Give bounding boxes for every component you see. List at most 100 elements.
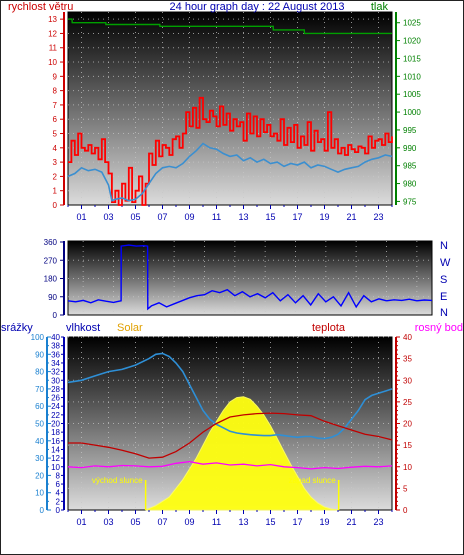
- wind-speed-axis-title: rychlost větru: [8, 1, 73, 13]
- rain-y-tick-label: 100: [31, 333, 45, 342]
- direction-y-tick-label: 270: [44, 256, 58, 265]
- temperature-y-tick-label: 0: [403, 506, 408, 515]
- chart-title: 24 hour graph day : 22 August 2013: [170, 1, 345, 13]
- wind-panel-x-tick-label: 09: [184, 212, 194, 222]
- humidity-y-tick-label: 16: [51, 437, 60, 446]
- wind-y-tick-label: 10: [48, 58, 57, 67]
- wind-panel-x-tick-label: 07: [157, 212, 167, 222]
- humidity-y-tick-label: 32: [51, 368, 60, 377]
- humidity-y-tick-label: 36: [51, 350, 60, 359]
- compass-label: W: [440, 257, 451, 269]
- temperature-y-tick-label: 25: [403, 398, 412, 407]
- humidity-y-tick-label: 40: [51, 333, 60, 342]
- direction-y-tick-label: 180: [44, 275, 58, 284]
- sunset-annotation: západ slunce: [289, 476, 337, 485]
- pressure-y-tick-label: 980: [403, 180, 417, 189]
- humidity-y-tick-label: 0: [56, 506, 61, 515]
- weather-panel-x-tick-label: 07: [157, 517, 167, 527]
- weather-panel-x-tick-label: 11: [212, 517, 221, 527]
- wind-y-tick-label: 7: [53, 101, 58, 110]
- rain-y-tick-label: 90: [35, 350, 44, 359]
- compass-label: E: [440, 291, 447, 303]
- rain-y-tick-label: 30: [35, 454, 44, 463]
- temperature-y-tick-label: 10: [403, 463, 412, 472]
- temperature-y-tick-label: 20: [403, 420, 412, 429]
- sunrise-annotation: východ slunce: [92, 476, 143, 485]
- humidity-y-tick-label: 6: [56, 480, 61, 489]
- wind-panel-x-tick-label: 11: [212, 212, 221, 222]
- humidity-y-tick-label: 28: [51, 385, 60, 394]
- weather-panel-x-tick-label: 15: [265, 517, 275, 527]
- humidity-y-tick-label: 10: [51, 463, 60, 472]
- temperature-series-line: [68, 412, 393, 459]
- solar-label: Solar: [117, 322, 143, 334]
- humidity-y-tick-label: 14: [51, 445, 60, 454]
- humidity-y-tick-label: 2: [56, 497, 61, 506]
- wind-y-tick-label: 6: [53, 115, 58, 124]
- direction-y-tick-label: 90: [48, 293, 57, 302]
- humidity-label: vlhkost: [66, 322, 100, 334]
- weather-panel-x-tick-label: 03: [103, 517, 113, 527]
- wind-y-tick-label: 12: [48, 29, 57, 38]
- direction-y-tick-label: 360: [44, 238, 58, 247]
- humidity-y-tick-label: 24: [51, 402, 60, 411]
- dewpoint-series-line: [67, 460, 393, 470]
- wind-direction-series-line: [67, 244, 433, 311]
- rain-y-tick-label: 50: [35, 420, 44, 429]
- wind-y-tick-label: 9: [53, 72, 58, 81]
- humidity-y-tick-label: 12: [51, 454, 60, 463]
- wind-y-tick-label: 4: [53, 144, 58, 153]
- weather-panel-x-tick-label: 13: [238, 517, 248, 527]
- rain-y-tick-label: 0: [40, 506, 45, 515]
- temperature-y-tick-label: 5: [403, 484, 408, 493]
- weather-panel-x-tick-label: 23: [373, 517, 383, 527]
- wind-panel-x-tick-label: 03: [103, 212, 113, 222]
- compass-label: N: [440, 240, 448, 252]
- weather-panel-x-tick-label: 01: [76, 517, 86, 527]
- temperature-y-tick-label: 30: [403, 376, 412, 385]
- wind-panel-x-tick-label: 21: [346, 212, 356, 222]
- compass-label: S: [440, 274, 447, 286]
- wind-panel-x-tick-label: 01: [76, 212, 86, 222]
- temperature-label: teplota: [312, 322, 346, 334]
- wind-panel-x-tick-label: 15: [265, 212, 275, 222]
- rain-y-tick-label: 60: [35, 402, 44, 411]
- pressure-y-tick-label: 1010: [403, 72, 421, 81]
- rain-y-tick-label: 70: [35, 385, 44, 394]
- wind-panel-x-tick-label: 19: [319, 212, 329, 222]
- temperature-y-tick-label: 40: [403, 333, 412, 342]
- humidity-y-tick-label: 18: [51, 428, 60, 437]
- pressure-y-tick-label: 990: [403, 144, 417, 153]
- humidity-y-tick-label: 30: [51, 376, 60, 385]
- wind-panel-x-tick-label: 13: [238, 212, 248, 222]
- pressure-y-tick-label: 1015: [403, 54, 421, 63]
- pressure-series-line: [68, 18, 392, 35]
- solar-radiation-area: [145, 396, 339, 511]
- direction-panel-border: [67, 240, 433, 316]
- wind-gust-series-line: [68, 96, 393, 206]
- wind-y-tick-label: 0: [53, 201, 58, 210]
- wind-y-tick-label: 5: [53, 130, 58, 139]
- weather-panel-x-tick-label: 05: [130, 517, 140, 527]
- direction-y-tick-label: 0: [53, 311, 58, 320]
- humidity-y-tick-label: 8: [56, 471, 61, 480]
- pressure-y-tick-label: 985: [403, 162, 417, 171]
- weather-panel-x-tick-label: 19: [319, 517, 329, 527]
- rain-y-tick-label: 80: [35, 368, 44, 377]
- compass-label: N: [440, 307, 448, 319]
- wind-y-tick-label: 8: [53, 87, 58, 96]
- temperature-y-tick-label: 15: [403, 441, 412, 450]
- wind-y-tick-label: 1: [53, 187, 58, 196]
- pressure-axis-title: tlak: [371, 1, 389, 13]
- humidity-y-tick-label: 34: [51, 359, 60, 368]
- weather-panel-x-tick-label: 17: [292, 517, 302, 527]
- rain-y-tick-label: 40: [35, 437, 44, 446]
- weather-panel-x-tick-label: 09: [184, 517, 194, 527]
- dewpoint-label: rosný bod: [415, 322, 463, 334]
- pressure-y-tick-label: 1005: [403, 90, 421, 99]
- rain-y-tick-label: 20: [35, 471, 44, 480]
- wind-pressure-chart: 0123456789101112139759809859909951000100…: [8, 1, 421, 222]
